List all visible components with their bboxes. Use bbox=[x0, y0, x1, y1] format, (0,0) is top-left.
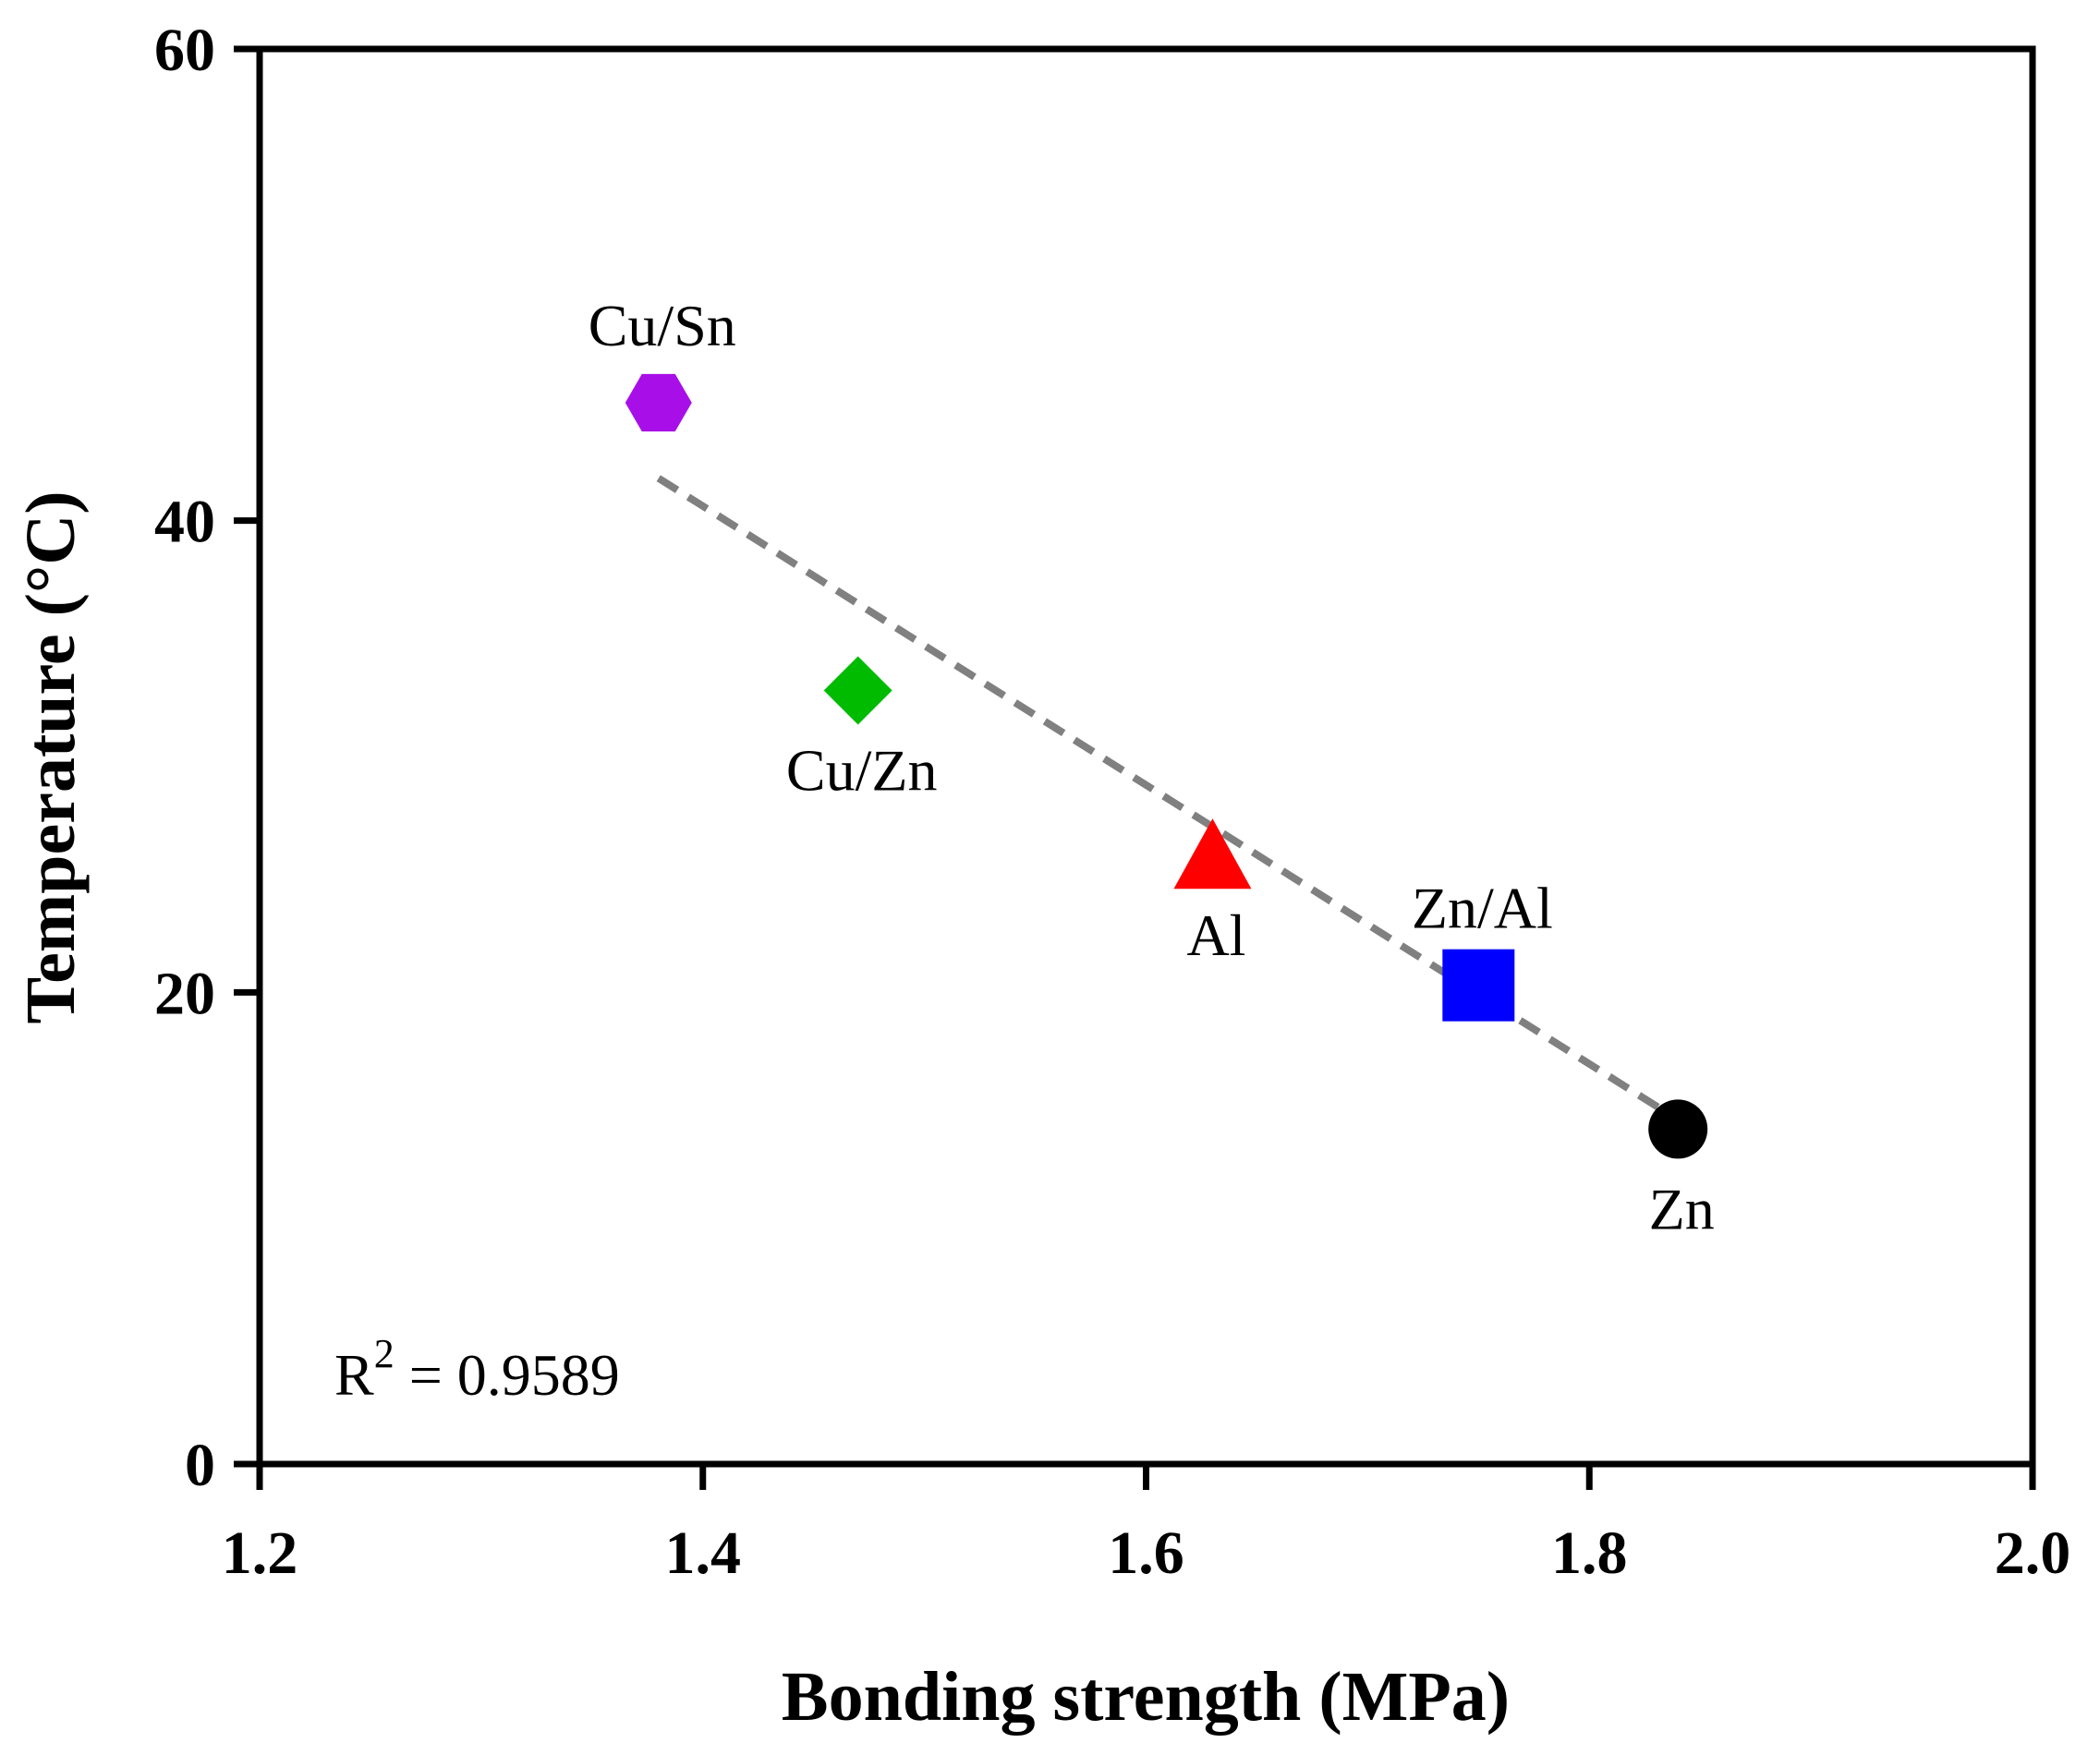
r-squared-value: = 0.9589 bbox=[395, 1342, 620, 1408]
point-cu-zn-label: Cu/Zn bbox=[786, 738, 938, 804]
y-tick-label: 40 bbox=[154, 489, 215, 556]
point-labels: Cu/Sn Cu/Zn Al Zn/Al Zn bbox=[589, 293, 1715, 1241]
plot-frame bbox=[256, 45, 2036, 1468]
point-cu-sn bbox=[625, 373, 692, 432]
y-tick-label: 20 bbox=[154, 960, 215, 1027]
point-zn-label: Zn bbox=[1649, 1176, 1715, 1241]
x-axis-title: Bonding strength (MPa) bbox=[782, 1658, 1510, 1736]
point-zn-al bbox=[1442, 949, 1515, 1022]
x-axis: 1.2 1.4 1.6 1.8 2.0 bbox=[222, 1464, 2071, 1587]
point-cu-zn bbox=[823, 656, 892, 725]
point-cu-sn-label: Cu/Sn bbox=[589, 293, 736, 358]
point-al bbox=[1173, 818, 1252, 890]
data-points bbox=[625, 373, 1708, 1159]
point-zn bbox=[1648, 1099, 1708, 1159]
y-axis: 0 20 40 60 bbox=[154, 17, 260, 1499]
y-axis-title: Temperature (°C) bbox=[12, 490, 90, 1023]
point-al-label: Al bbox=[1186, 902, 1245, 968]
r-squared-annotation: R2 = 0.9589 bbox=[334, 1331, 620, 1408]
y-tick-label: 0 bbox=[185, 1432, 215, 1499]
y-tick-label: 60 bbox=[154, 17, 215, 84]
x-tick-label: 1.6 bbox=[1108, 1519, 1184, 1587]
x-tick-label: 1.2 bbox=[222, 1519, 298, 1587]
x-tick-label: 1.4 bbox=[665, 1519, 742, 1587]
point-zn-al-label: Zn/Al bbox=[1412, 876, 1553, 941]
x-tick-label: 1.8 bbox=[1551, 1519, 1628, 1587]
r-squared-label: R bbox=[334, 1342, 374, 1408]
x-tick-label: 2.0 bbox=[1995, 1519, 2071, 1587]
r-squared-superscript: 2 bbox=[374, 1331, 395, 1376]
